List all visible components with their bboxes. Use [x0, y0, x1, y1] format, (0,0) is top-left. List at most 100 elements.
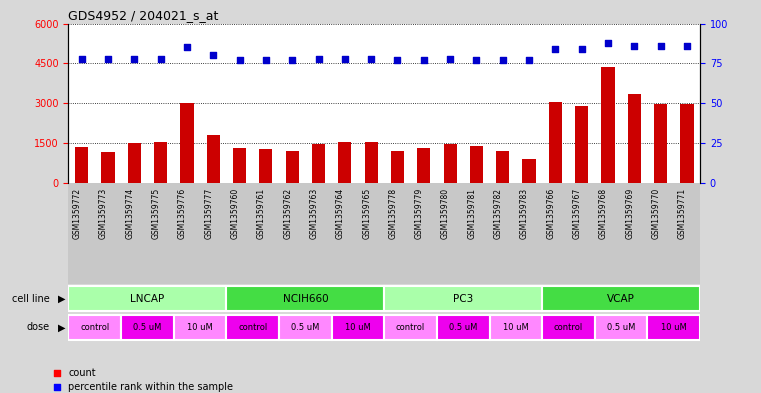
Bar [260, 149, 272, 183]
Text: GSM1359774: GSM1359774 [126, 188, 134, 239]
Bar [365, 142, 377, 183]
Text: GSM1359763: GSM1359763 [310, 188, 319, 239]
Point [523, 57, 535, 63]
FancyBboxPatch shape [648, 315, 700, 340]
Text: control: control [238, 323, 267, 332]
Bar [549, 102, 562, 183]
Text: GSM1359781: GSM1359781 [467, 188, 476, 239]
Text: VCAP: VCAP [607, 294, 635, 303]
Bar [680, 105, 693, 183]
FancyBboxPatch shape [227, 315, 279, 340]
Point [602, 40, 614, 46]
Text: 0.5 uM: 0.5 uM [449, 323, 477, 332]
FancyBboxPatch shape [437, 315, 489, 340]
Point [549, 46, 562, 52]
Text: 0.5 uM: 0.5 uM [291, 323, 320, 332]
Text: GSM1359766: GSM1359766 [546, 188, 556, 239]
Text: GSM1359783: GSM1359783 [520, 188, 529, 239]
Bar [391, 151, 404, 183]
Text: GSM1359776: GSM1359776 [178, 188, 187, 239]
Text: GSM1359771: GSM1359771 [678, 188, 687, 239]
Text: GSM1359768: GSM1359768 [599, 188, 608, 239]
Text: control: control [396, 323, 425, 332]
Text: GSM1359762: GSM1359762 [283, 188, 292, 239]
Bar [154, 142, 167, 183]
Point [418, 57, 430, 63]
Text: GSM1359765: GSM1359765 [362, 188, 371, 239]
FancyBboxPatch shape [595, 315, 648, 340]
Point [681, 43, 693, 49]
Point [286, 57, 298, 63]
Text: GSM1359782: GSM1359782 [494, 188, 503, 239]
Point [102, 55, 114, 62]
Text: 0.5 uM: 0.5 uM [133, 323, 161, 332]
Text: control: control [80, 323, 110, 332]
Point [260, 57, 272, 63]
Point [154, 55, 167, 62]
Text: NCIH660: NCIH660 [282, 294, 328, 303]
Bar [496, 151, 509, 183]
FancyBboxPatch shape [489, 315, 542, 340]
Bar [233, 148, 246, 183]
Text: PC3: PC3 [453, 294, 473, 303]
Text: GSM1359775: GSM1359775 [151, 188, 161, 239]
FancyBboxPatch shape [227, 286, 384, 310]
Text: GSM1359780: GSM1359780 [441, 188, 450, 239]
Text: percentile rank within the sample: percentile rank within the sample [68, 382, 234, 392]
Text: GSM1359778: GSM1359778 [388, 188, 397, 239]
Text: GSM1359773: GSM1359773 [99, 188, 108, 239]
Text: GSM1359760: GSM1359760 [231, 188, 240, 239]
Point [75, 55, 88, 62]
Text: GSM1359761: GSM1359761 [257, 188, 266, 239]
Bar [312, 144, 325, 183]
Point [339, 55, 351, 62]
Text: control: control [554, 323, 583, 332]
FancyBboxPatch shape [384, 286, 542, 310]
Bar [444, 144, 457, 183]
Bar [470, 145, 483, 183]
Point [207, 52, 219, 59]
Text: cell line: cell line [11, 294, 49, 303]
Bar [128, 143, 141, 183]
Bar [75, 147, 88, 183]
FancyBboxPatch shape [384, 315, 437, 340]
Text: GSM1359764: GSM1359764 [336, 188, 345, 239]
Point [391, 57, 403, 63]
Point [654, 43, 667, 49]
FancyBboxPatch shape [542, 286, 700, 310]
Bar [601, 67, 615, 183]
Point [272, 201, 284, 207]
Text: GDS4952 / 204021_s_at: GDS4952 / 204021_s_at [68, 9, 219, 22]
Text: count: count [68, 368, 96, 378]
Point [444, 55, 456, 62]
Text: 10 uM: 10 uM [503, 323, 529, 332]
Point [234, 57, 246, 63]
Point [272, 326, 284, 332]
Bar [628, 94, 641, 183]
Text: GSM1359777: GSM1359777 [204, 188, 213, 239]
FancyBboxPatch shape [68, 286, 227, 310]
Bar [285, 151, 299, 183]
Text: dose: dose [27, 322, 49, 332]
Point [128, 55, 140, 62]
Text: 10 uM: 10 uM [187, 323, 213, 332]
Text: GSM1359772: GSM1359772 [72, 188, 81, 239]
Bar [417, 148, 431, 183]
Text: GSM1359769: GSM1359769 [626, 188, 635, 239]
Point [365, 55, 377, 62]
Bar [654, 105, 667, 183]
Point [629, 43, 641, 49]
Text: LNCAP: LNCAP [130, 294, 164, 303]
FancyBboxPatch shape [542, 315, 595, 340]
Point [575, 46, 587, 52]
Text: 10 uM: 10 uM [661, 323, 686, 332]
Text: GSM1359767: GSM1359767 [573, 188, 581, 239]
Point [313, 55, 325, 62]
FancyBboxPatch shape [174, 315, 227, 340]
Text: ▶: ▶ [58, 294, 65, 303]
Text: ▶: ▶ [58, 322, 65, 332]
FancyBboxPatch shape [279, 315, 332, 340]
Point [470, 57, 482, 63]
Bar [575, 106, 588, 183]
Text: 10 uM: 10 uM [345, 323, 371, 332]
